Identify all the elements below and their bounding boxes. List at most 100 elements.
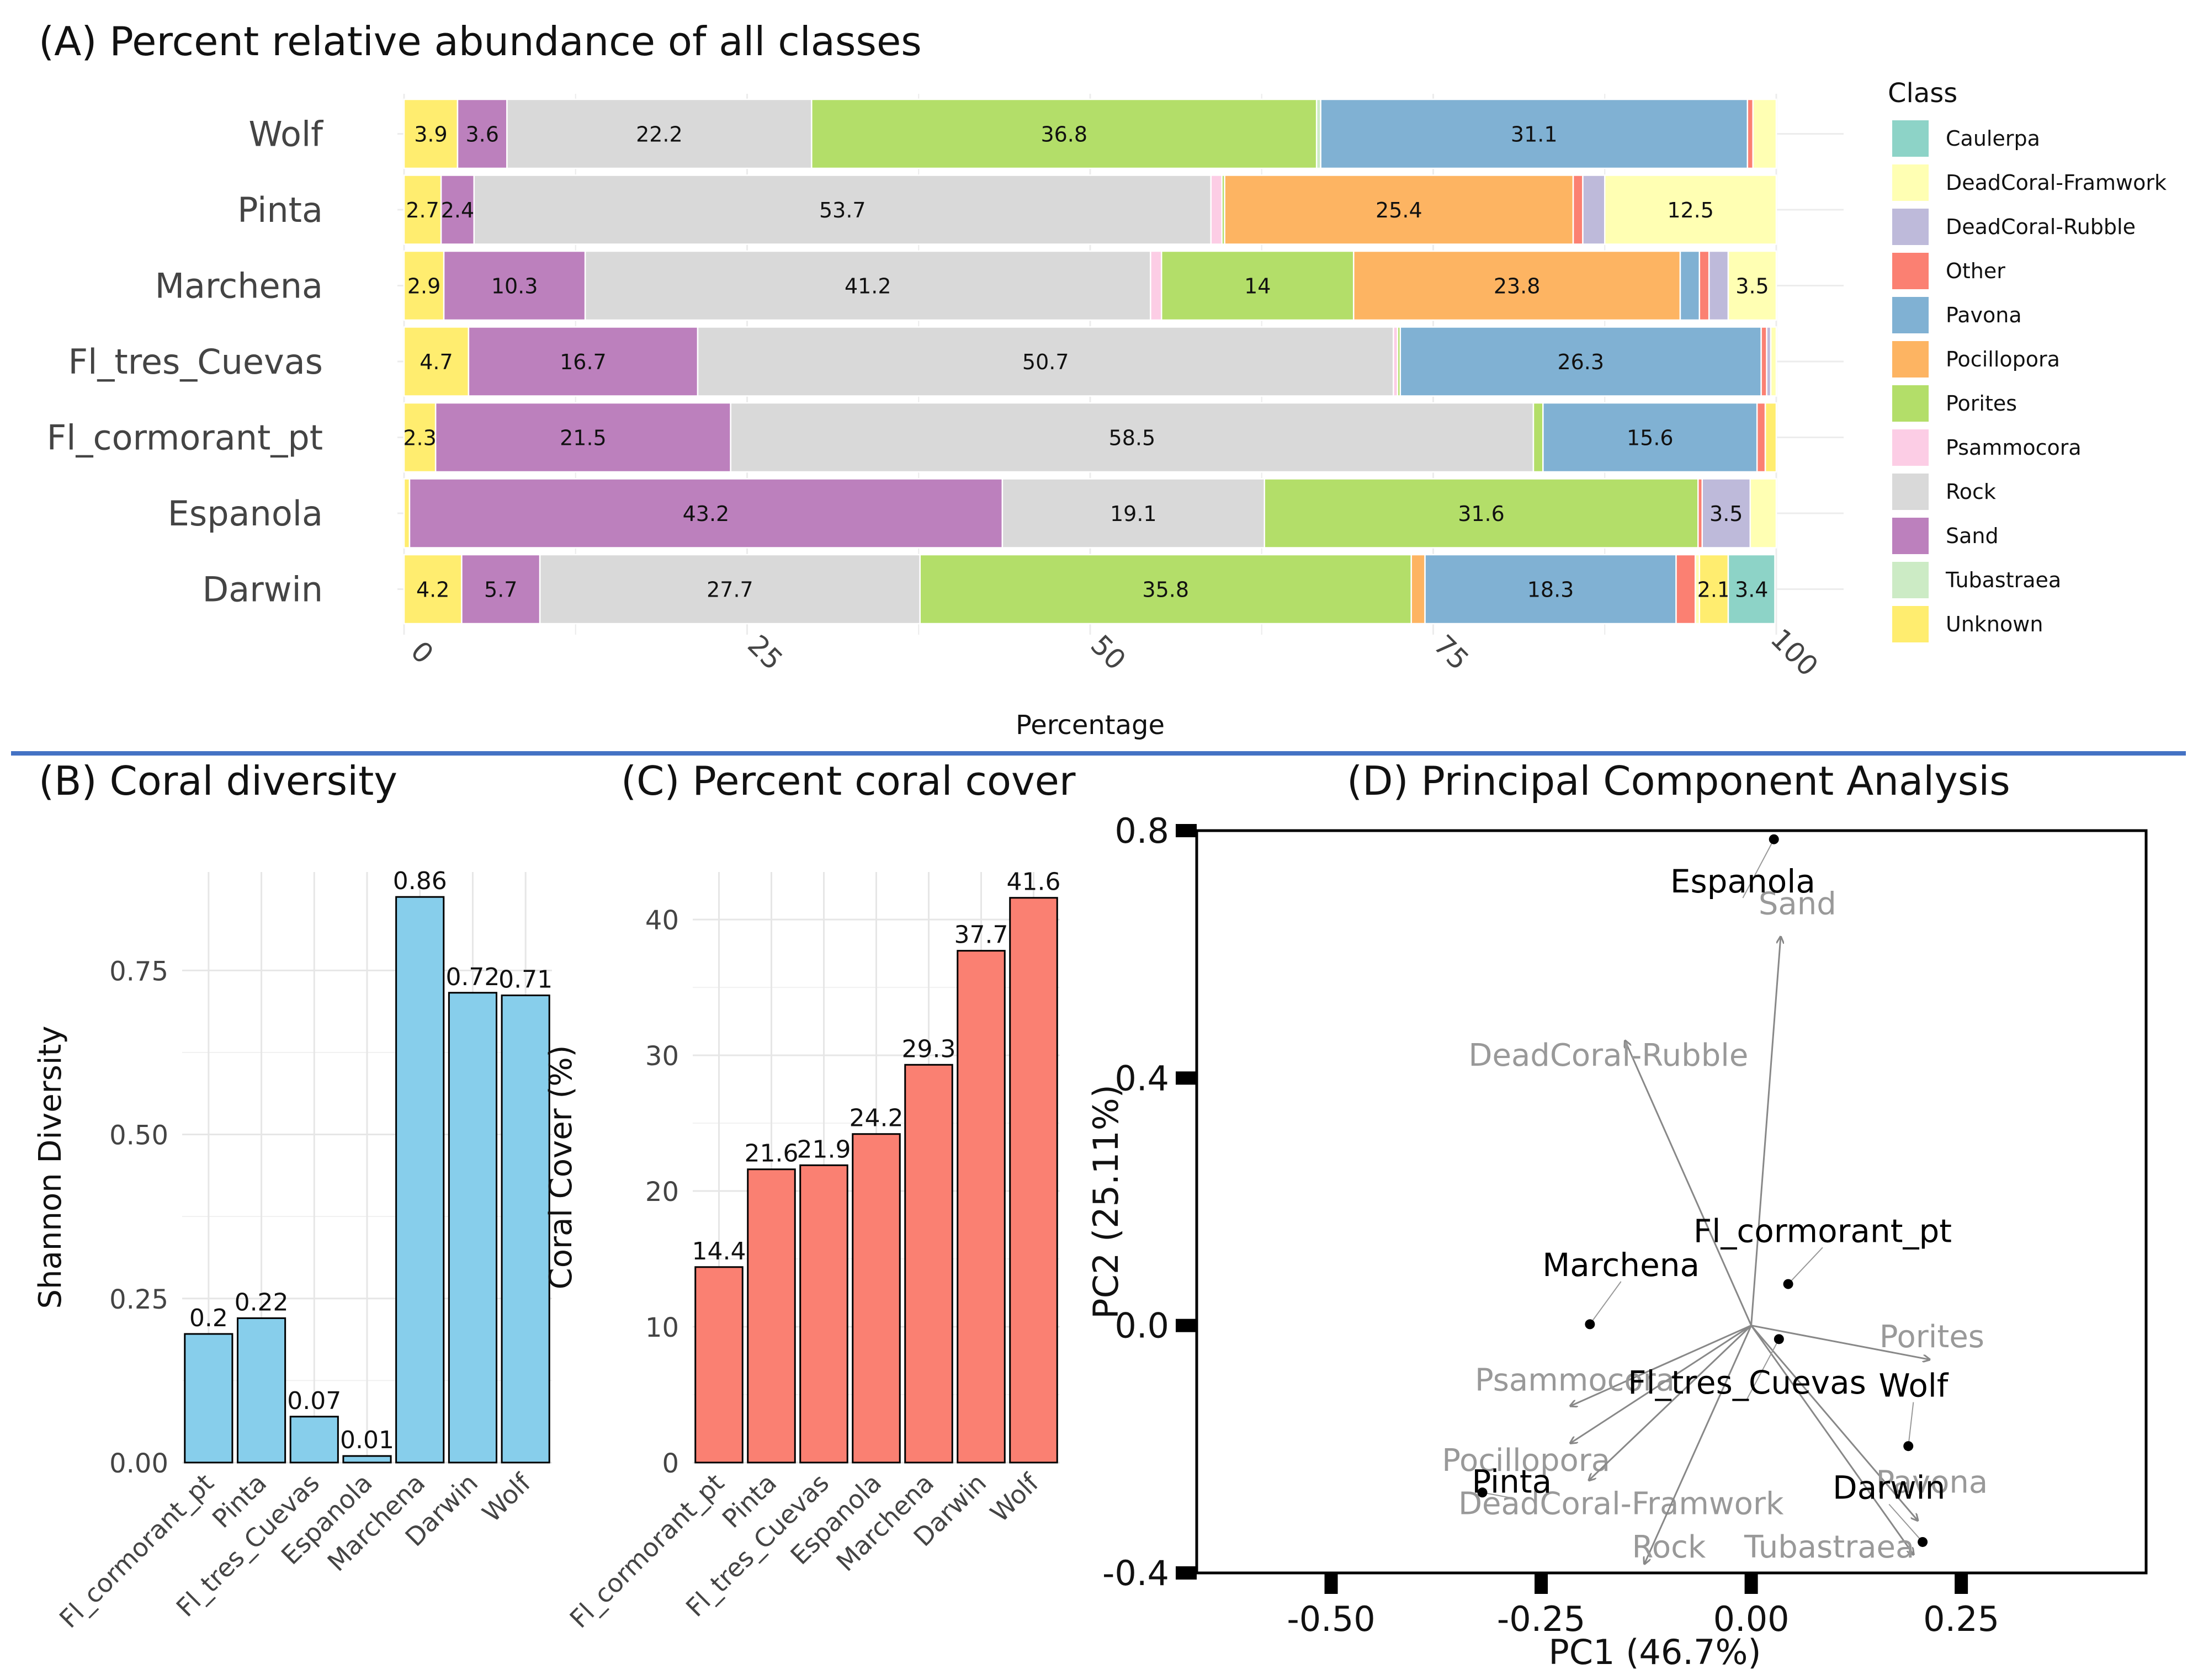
point-fl-cormorant-pt: [1783, 1279, 1793, 1289]
y-tick-label-pinta: Pinta: [237, 190, 323, 230]
legend-label-deadcoral-framwork: DeadCoral-Framwork: [1946, 171, 2167, 195]
data-label-fl-tres-cuevas-sand: 16.7: [560, 350, 607, 374]
bar-segment-wolf-rock: [506, 98, 813, 169]
legend-label-other: Other: [1946, 259, 2005, 283]
data-label-fl-tres-cuevas-pavona: 26.3: [1557, 350, 1604, 374]
y-tick-label-marchena: Marchena: [155, 266, 323, 306]
bar-segment-pinta-other: [1572, 174, 1584, 245]
leader-line-pinta: [1482, 1492, 1512, 1499]
legend-label-sand: Sand: [1946, 524, 1999, 548]
x-tick-label: -0.50: [1287, 1599, 1375, 1639]
legend-swatch-pocillopora: [1892, 341, 1929, 378]
data-label-darwin-sand: 5.7: [484, 578, 517, 602]
loading-arrow-porites: [1751, 1325, 1930, 1360]
data-label-espanola-porites: 31.6: [1458, 502, 1505, 526]
bar-wolf: [1009, 897, 1058, 1464]
x-tick-label: 0.00: [1713, 1599, 1790, 1639]
point-pinta: [1477, 1487, 1488, 1498]
bar-segment-pinta-deadcoral-rubble: [1582, 174, 1606, 245]
data-label-pinta: 21.6: [745, 1140, 799, 1168]
x-tick-mark: [1324, 1573, 1338, 1594]
bar-segment-darwin-caulerpa: [1727, 554, 1776, 625]
bar-pinta: [747, 1168, 796, 1464]
legend-label-psammocora: Psammocora: [1946, 435, 2082, 460]
data-label-darwin-pavona: 18.3: [1527, 578, 1574, 602]
data-label-marchena: 0.86: [393, 867, 447, 895]
leader-line-fl-cormorant-pt: [1787, 1247, 1823, 1285]
loading-arrow-deadcoral-framwork: [1589, 1325, 1752, 1480]
y-tick-label: 0.8: [1114, 811, 1169, 851]
y-tick-label: -0.4: [1102, 1553, 1169, 1593]
bar-fl-cormorant-pt: [694, 1266, 744, 1464]
panel-d-title: (D) Principal Component Analysis: [1347, 758, 2010, 804]
x-tick-mark: [1535, 1573, 1548, 1594]
loading-label-pocillopora: Pocillopora: [1442, 1443, 1610, 1479]
x-tick-label: 25: [741, 629, 789, 676]
legend-swatch-other: [1892, 253, 1929, 289]
data-label-wolf-porites: 36.8: [1040, 123, 1087, 147]
bar-segment-espanola-unknown: [403, 478, 411, 549]
bar-segment-espanola-deadcoral-rubble: [1701, 478, 1751, 549]
legend-swatch-tubastraea: [1892, 562, 1929, 598]
y-tick-mark: [1176, 1566, 1197, 1580]
data-label-wolf-rock: 22.2: [636, 123, 683, 147]
data-label-fl-tres-cuevas: 21.9: [797, 1135, 851, 1163]
bar-marchena: [395, 896, 445, 1464]
bar-segment-wolf-unknown: [403, 98, 459, 169]
data-label-marchena-sand: 10.3: [491, 274, 538, 299]
loading-arrow-deadcoral-rubble: [1625, 1041, 1752, 1326]
bar-darwin: [448, 992, 497, 1464]
x-tick-label: 0: [405, 635, 440, 671]
bar-pinta: [237, 1317, 286, 1464]
legend-swatch-deadcoral-framwork: [1892, 164, 1929, 201]
panel-a-stacked-bar-chart: Wolf 3.9 3.6 22.2 36.8 31.1 Pinta 2.7 2.4 53.7 25.…: [47, 78, 2167, 741]
bar-segment-pinta-rock: [473, 174, 1212, 245]
bar-segment-fl-cormorant-pt-porites: [1532, 402, 1544, 473]
legend-label-deadcoral-rubble: DeadCoral-Rubble: [1946, 215, 2136, 239]
leader-line-wolf: [1908, 1402, 1914, 1447]
bar-segment-darwin-porites: [919, 554, 1412, 625]
legend-title: Class: [1888, 78, 1957, 109]
data-label-pinta-deadcoral-framwork: 12.5: [1667, 198, 1714, 222]
bar-segment-fl-tres-cuevas-unknown: [403, 326, 470, 397]
x-tick-label-wolf: Wolf: [476, 1467, 537, 1528]
y-tick-label-fl-tres-cuevas: Fl_tres_Cuevas: [68, 342, 323, 382]
data-label-pinta-pocillopora: 25.4: [1376, 198, 1422, 222]
point-espanola: [1769, 834, 1779, 844]
data-label-espanola-rock: 19.1: [1110, 502, 1157, 526]
legend-swatch-caulerpa: [1892, 120, 1929, 157]
bar-segment-darwin-unknown: [1698, 554, 1729, 625]
data-label-marchena-unknown: 2.9: [407, 274, 440, 299]
bar-segment-espanola-deadcoral-framwork: [1749, 478, 1777, 549]
legend-swatch-pavona: [1892, 297, 1929, 333]
bar-segment-fl-tres-cuevas-deadcoral-framwork: [1770, 326, 1777, 397]
bar-segment-espanola-rock: [1001, 478, 1265, 549]
bar-segment-wolf-pavona: [1320, 98, 1749, 169]
bar-segment-wolf-deadcoral-framwork: [1752, 98, 1777, 169]
bar-segment-marchena-pocillopora: [1353, 250, 1681, 321]
bar-segment-darwin-sand: [461, 554, 541, 625]
data-label-wolf-unknown: 3.9: [414, 123, 447, 147]
y-tick-label: 0.00: [109, 1448, 168, 1479]
point-label-fl-cormorant-pt: Fl_cormorant_pt: [1693, 1212, 1952, 1250]
y-tick-label-fl-cormorant-pt: Fl_cormorant_pt: [47, 418, 323, 458]
loading-label-tubastraea: Tubastraea: [1744, 1529, 1914, 1565]
data-label-fl-tres-cuevas: 0.07: [287, 1387, 341, 1415]
data-label-wolf: 0.71: [498, 966, 553, 994]
leader-line-espanola: [1742, 839, 1775, 899]
data-label-espanola: 24.2: [850, 1104, 904, 1133]
y-tick-label: 0.0: [1114, 1306, 1169, 1346]
data-label-fl-cormorant-pt-rock: 58.5: [1109, 426, 1156, 450]
data-label-pinta-sand: 2.4: [441, 198, 474, 222]
bar-segment-marchena-rock: [584, 250, 1151, 321]
x-axis-title: PC1 (46.7%): [1548, 1632, 1761, 1672]
data-label-marchena-pocillopora: 23.8: [1494, 274, 1541, 299]
data-label-fl-tres-cuevas-rock: 50.7: [1022, 350, 1069, 374]
legend-swatch-sand: [1892, 518, 1929, 554]
data-label-fl-tres-cuevas-unknown: 4.7: [420, 350, 453, 374]
point-label-espanola: Espanola: [1670, 863, 1815, 900]
data-label-darwin-caulerpa: 3.4: [1735, 578, 1768, 602]
panel-d-pca-biplot: -0.50 -0.25 0.00 0.25 -0.4 0.0 0.4 0.8 PC1 (46.7…: [1086, 811, 2148, 1672]
loading-label-sand: Sand: [1759, 886, 1836, 922]
bar-segment-marchena-deadcoral-framwork: [1727, 250, 1777, 321]
